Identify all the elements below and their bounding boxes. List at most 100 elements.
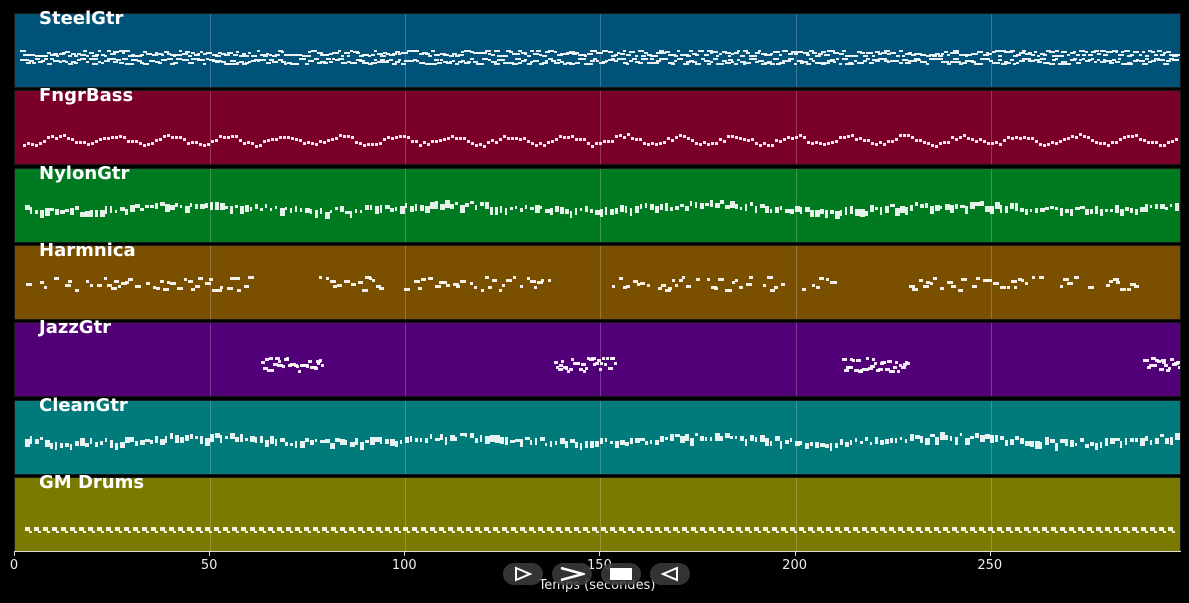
note [812, 60, 815, 62]
play-button[interactable] [503, 563, 543, 585]
note [77, 59, 81, 61]
note [745, 526, 750, 531]
note [287, 136, 290, 140]
note [1099, 142, 1102, 146]
note [869, 52, 873, 54]
note [219, 285, 223, 289]
note [185, 434, 189, 441]
note [127, 140, 130, 144]
note [235, 204, 238, 208]
note [167, 134, 170, 138]
note [176, 54, 182, 56]
note [707, 63, 711, 65]
note [1159, 526, 1164, 531]
note [518, 62, 522, 64]
note [695, 142, 698, 146]
note [938, 530, 941, 533]
note [569, 368, 574, 372]
note [380, 204, 382, 213]
note [815, 141, 818, 145]
note [1073, 51, 1076, 53]
note [727, 526, 732, 531]
note [960, 432, 962, 436]
note [158, 62, 162, 64]
note [449, 55, 454, 57]
note [668, 530, 671, 533]
note [986, 58, 990, 60]
note [1175, 138, 1178, 142]
note [55, 208, 59, 215]
note [152, 54, 158, 56]
note [675, 205, 679, 210]
note [640, 203, 642, 209]
note [615, 207, 618, 214]
rewind-button[interactable] [650, 563, 690, 585]
note [899, 62, 903, 64]
note [284, 54, 287, 56]
note [885, 438, 889, 444]
note [905, 206, 908, 215]
note [460, 204, 465, 213]
note [713, 58, 718, 60]
note [686, 530, 689, 533]
note [1151, 60, 1156, 62]
note [272, 363, 278, 367]
note [1007, 285, 1011, 289]
note [1063, 138, 1066, 142]
note [122, 52, 125, 54]
note [600, 362, 604, 366]
note [898, 526, 903, 531]
note [1016, 54, 1021, 56]
note [419, 144, 422, 148]
note [820, 208, 824, 214]
note [45, 207, 50, 216]
gridline [990, 323, 992, 397]
note [833, 280, 838, 284]
note [74, 62, 78, 64]
note [734, 63, 738, 65]
x-axis-tick [14, 551, 15, 556]
note [134, 55, 138, 57]
note [96, 283, 102, 287]
note [60, 209, 65, 214]
note [543, 144, 546, 148]
note [559, 135, 562, 139]
note [45, 439, 50, 447]
note [1171, 140, 1174, 144]
note [55, 441, 57, 450]
note [89, 283, 93, 287]
note [905, 438, 907, 443]
note [1118, 54, 1124, 56]
forward-button[interactable] [552, 563, 592, 585]
note [899, 134, 902, 138]
stop-button[interactable] [601, 563, 641, 585]
note [1136, 59, 1139, 61]
note [156, 286, 161, 290]
note [690, 200, 692, 206]
note [863, 55, 868, 57]
note [385, 204, 390, 209]
note [231, 135, 234, 139]
track-label: CleanGtr [39, 394, 128, 416]
note [375, 143, 378, 147]
note [145, 204, 149, 208]
note [950, 435, 952, 441]
note [458, 54, 464, 56]
note [416, 530, 419, 533]
track-label: Harmnica [39, 239, 136, 261]
note [1079, 59, 1082, 61]
note [717, 277, 724, 281]
note [224, 54, 230, 56]
note [610, 526, 615, 531]
note [159, 138, 162, 142]
note [740, 55, 745, 57]
note [497, 59, 500, 61]
note [68, 55, 72, 57]
note [240, 205, 244, 214]
note [809, 50, 814, 52]
playback-controls [503, 563, 690, 585]
note [365, 54, 369, 56]
note [1123, 136, 1126, 140]
note [980, 51, 983, 53]
note [317, 52, 323, 54]
